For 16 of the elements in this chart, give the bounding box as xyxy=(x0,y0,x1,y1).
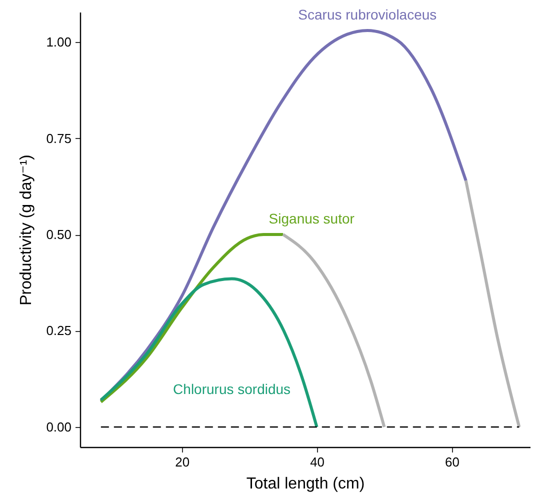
y-tick-label: 1.00 xyxy=(46,34,72,50)
series-label: Chlorurus sordidus xyxy=(173,380,291,397)
x-tick-label: 20 xyxy=(175,454,190,470)
y-tick-label: 0.25 xyxy=(46,323,72,338)
line-series xyxy=(99,277,318,428)
y-tick-label: 0.00 xyxy=(46,419,72,434)
series-label: Siganus sutor xyxy=(268,210,355,227)
y-tick-label: 0.75 xyxy=(46,130,72,146)
y-tick-label: 0.50 xyxy=(46,227,72,242)
x-tick-label: 40 xyxy=(310,454,325,470)
series-label: Scarus rubroviolaceus xyxy=(298,6,437,22)
x-tick-label: 60 xyxy=(445,454,460,470)
x-axis-title: Total length (cm) xyxy=(246,476,365,492)
line-series xyxy=(99,28,468,402)
y-axis-title: Productivity (g day⁻¹) xyxy=(18,154,36,306)
line-series xyxy=(464,179,521,428)
